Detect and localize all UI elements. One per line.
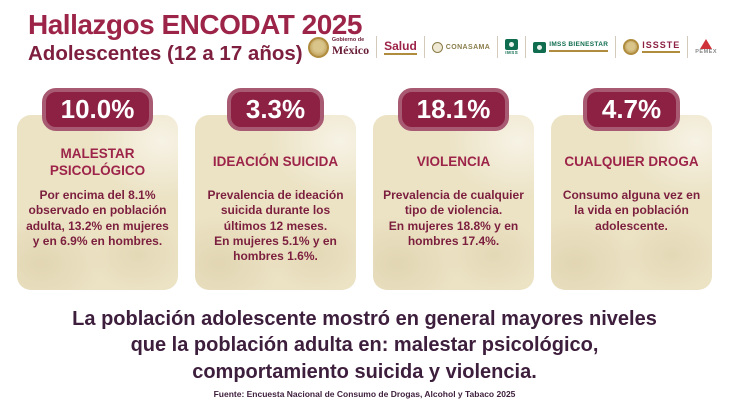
stat-value-badge: 4.7%: [582, 88, 681, 131]
conclusion-line-2: que la población adulta en: malestar psi…: [130, 334, 599, 357]
stat-card-cualquier-droga: 4.7% CUALQUIER DROGA Consumo alguna vez …: [551, 88, 712, 290]
stat-card-body: CUALQUIER DROGA Consumo alguna vez en la…: [551, 115, 712, 290]
stat-value-badge: 18.1%: [397, 88, 510, 131]
page-title: Hallazgos ENCODAT 2025: [28, 9, 362, 40]
conasama-icon: [431, 41, 443, 53]
imss-bienestar-underline: [549, 49, 609, 52]
conclusion-line-3: comportamiento suicida y violencia.: [192, 360, 537, 383]
issste-underline: [642, 51, 681, 53]
logo-divider: [376, 36, 378, 58]
logo-strip: Gobierno de México Salud CONASAMA IMSS: [307, 31, 717, 63]
header: Hallazgos ENCODAT 2025 Adolescentes (12 …: [28, 9, 362, 65]
logo-divider: [497, 36, 499, 58]
gobierno-de-label: Gobierno de: [331, 37, 365, 44]
gobierno-de-mexico-logo: Gobierno de México: [307, 36, 370, 58]
imss-bienestar-logo: IMSS BIENESTAR: [533, 41, 609, 53]
pemex-logo: PEMEX: [695, 38, 717, 56]
logo-divider: [687, 36, 689, 58]
mexico-label: México: [331, 42, 370, 57]
stat-card-ideacion-suicida: 3.3% IDEACIÓN SUICIDA Prevalencia de ide…: [195, 88, 356, 290]
imss-logo: IMSS: [505, 38, 519, 56]
stat-value-badge: 10.0%: [41, 88, 154, 131]
stat-card-title: CUALQUIER DROGA: [564, 154, 699, 170]
logo-divider: [423, 36, 425, 58]
conclusion-line-1: La población adolescente mostró en gener…: [72, 308, 657, 330]
stat-card-body: VIOLENCIA Prevalencia de cualquier tipo …: [373, 115, 534, 290]
stat-card-description: Por encima del 8.1% observado en poblaci…: [26, 188, 169, 249]
imss-label: IMSS: [505, 49, 519, 55]
logo-divider: [615, 36, 617, 58]
pemex-icon: [700, 38, 713, 49]
stat-card-description: Prevalencia de cualquier tipo de violenc…: [383, 188, 524, 218]
salud-underline: [384, 52, 417, 55]
stat-value-badge: 3.3%: [226, 88, 325, 131]
stat-card-body: MALESTAR PSICOLÓGICO Por encima del 8.1%…: [17, 115, 178, 290]
imss-bienestar-icon: [533, 41, 547, 53]
salud-logo: Salud: [384, 40, 417, 55]
source-citation: Fuente: Encuesta Nacional de Consumo de …: [213, 389, 516, 399]
stat-card-description: Prevalencia de ideación suicida durante …: [207, 188, 344, 233]
stat-card-body: IDEACIÓN SUICIDA Prevalencia de ideación…: [195, 115, 356, 290]
stat-card-malestar-psicologico: 10.0% MALESTAR PSICOLÓGICO Por encima de…: [17, 88, 178, 290]
mexico-eagle-seal-icon: [307, 36, 329, 58]
conclusion-text: La población adolescente mostró en gener…: [0, 306, 729, 385]
imss-icon: [505, 38, 519, 50]
stat-card-detail: En mujeres 5.1% y en hombres 1.6%.: [214, 234, 337, 264]
pemex-label: PEMEX: [695, 48, 717, 55]
page-subtitle: Adolescentes (12 a 17 años): [28, 41, 303, 65]
salud-label: Salud: [384, 38, 417, 53]
stat-card-detail: En mujeres 18.8% y en hombres 17.4%.: [388, 218, 519, 249]
stat-card-title: MALESTAR PSICOLÓGICO: [49, 146, 146, 178]
stat-card-title: VIOLENCIA: [416, 154, 491, 170]
logo-divider: [525, 36, 527, 58]
issste-icon: [623, 39, 640, 55]
conasama-label: CONASAMA: [445, 43, 491, 51]
imss-bienestar-label: IMSS BIENESTAR: [549, 41, 609, 49]
issste-logo: ISSSTE: [623, 39, 681, 55]
conasama-logo: CONASAMA: [431, 41, 491, 53]
stat-card-violencia: 18.1% VIOLENCIA Prevalencia de cualquier…: [373, 88, 534, 290]
stat-card-description: Consumo alguna vez en la vida en poblaci…: [562, 188, 701, 233]
stat-cards-row: 10.0% MALESTAR PSICOLÓGICO Por encima de…: [0, 88, 729, 290]
issste-label: ISSSTE: [642, 40, 681, 50]
stat-card-title: IDEACIÓN SUICIDA: [212, 154, 339, 170]
